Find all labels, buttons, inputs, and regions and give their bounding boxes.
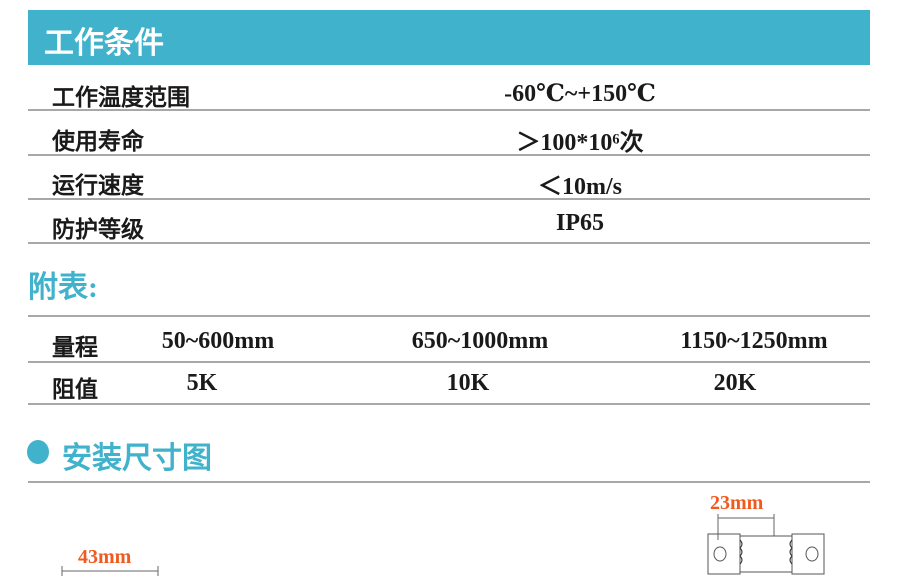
appendix-cell: 5K [186, 370, 218, 396]
appendix-cell: 20K [713, 370, 757, 396]
row-value: ＞100*10⁶次 [516, 130, 644, 156]
divider [28, 154, 870, 156]
divider [28, 242, 870, 244]
dimension-label-right: 23mm [710, 492, 764, 514]
install-title: 安装尺寸图 [62, 442, 212, 475]
divider [28, 198, 870, 200]
conditions-header: 工作条件 [28, 10, 870, 65]
appendix-row-label: 量程 [52, 335, 98, 360]
appendix-cell: 10K [446, 370, 490, 396]
row-label: 工作温度范围 [52, 85, 190, 110]
row-value: -60℃~+150℃ [504, 81, 656, 107]
dimension-line-left [61, 566, 159, 576]
row-label: 防护等级 [52, 217, 144, 242]
divider [28, 361, 870, 363]
row-value: ＜10m/s [538, 174, 622, 200]
appendix-cell: 50~600mm [161, 328, 275, 354]
divider [28, 403, 870, 405]
appendix-title: 附表: [28, 271, 98, 304]
divider [28, 315, 870, 317]
row-label: 运行速度 [52, 173, 144, 198]
dimension-label-left: 43mm [78, 546, 132, 568]
divider [28, 481, 870, 483]
appendix-cell: 1150~1250mm [680, 328, 828, 354]
bullet-icon [27, 440, 49, 464]
divider [28, 109, 870, 111]
row-label: 使用寿命 [52, 129, 144, 154]
appendix-cell: 650~1000mm [411, 328, 549, 354]
appendix-row-label: 阻值 [52, 377, 98, 402]
conditions-title: 工作条件 [44, 27, 164, 60]
row-value: IP65 [556, 210, 604, 236]
sensor-drawing [707, 514, 825, 575]
